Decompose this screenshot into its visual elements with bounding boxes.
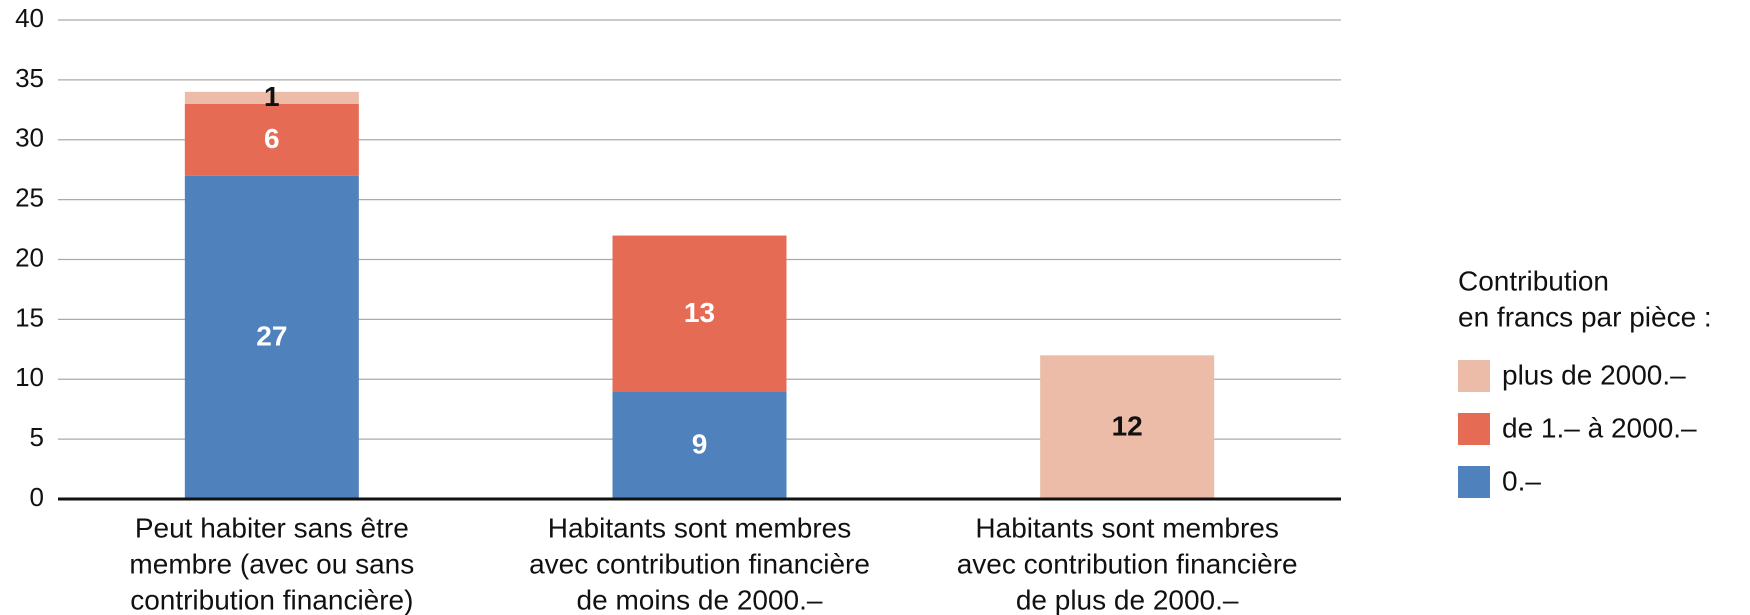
bar-segment	[184, 91, 359, 104]
data-label: 13	[684, 297, 715, 328]
y-tick-label: 15	[15, 302, 44, 332]
legend-swatch	[1458, 466, 1490, 498]
bar-segment	[612, 391, 787, 499]
y-tick-label: 0	[30, 482, 44, 512]
y-tick-label: 5	[30, 422, 44, 452]
y-tick-label: 25	[15, 183, 44, 213]
legend-label: de 1.– à 2000.–	[1502, 412, 1697, 443]
bar-segment	[1040, 355, 1215, 499]
legend-swatch	[1458, 413, 1490, 445]
y-tick-label: 30	[15, 123, 44, 153]
bar-segment	[184, 103, 359, 176]
x-tick-label: Habitants sont membres	[975, 512, 1278, 543]
data-label: 6	[264, 123, 280, 154]
y-tick-label: 10	[15, 362, 44, 392]
x-tick-label: contribution financière)	[130, 584, 413, 615]
data-label: 27	[256, 321, 287, 352]
legend-label: 0.–	[1502, 465, 1541, 496]
y-tick-label: 20	[15, 242, 44, 272]
y-tick-label: 40	[15, 3, 44, 33]
data-label: 12	[1112, 411, 1143, 442]
x-tick-label: Habitants sont membres	[548, 512, 851, 543]
y-tick-label: 35	[15, 63, 44, 93]
bar-segment	[612, 235, 787, 392]
x-tick-label: avec contribution financière	[957, 548, 1298, 579]
x-tick-label: de plus de 2000.–	[1016, 584, 1239, 615]
legend-title: en francs par pièce :	[1458, 301, 1712, 332]
legend-title: Contribution	[1458, 265, 1609, 296]
bar-segment	[184, 175, 359, 500]
legend-label: plus de 2000.–	[1502, 359, 1686, 390]
x-tick-label: de moins de 2000.–	[577, 584, 823, 615]
x-tick-label: Peut habiter sans être	[135, 512, 409, 543]
data-label: 9	[692, 429, 708, 460]
data-label: 1	[264, 81, 280, 112]
x-tick-label: avec contribution financière	[529, 548, 870, 579]
x-tick-label: membre (avec ou sans	[129, 548, 414, 579]
legend-swatch	[1458, 360, 1490, 392]
